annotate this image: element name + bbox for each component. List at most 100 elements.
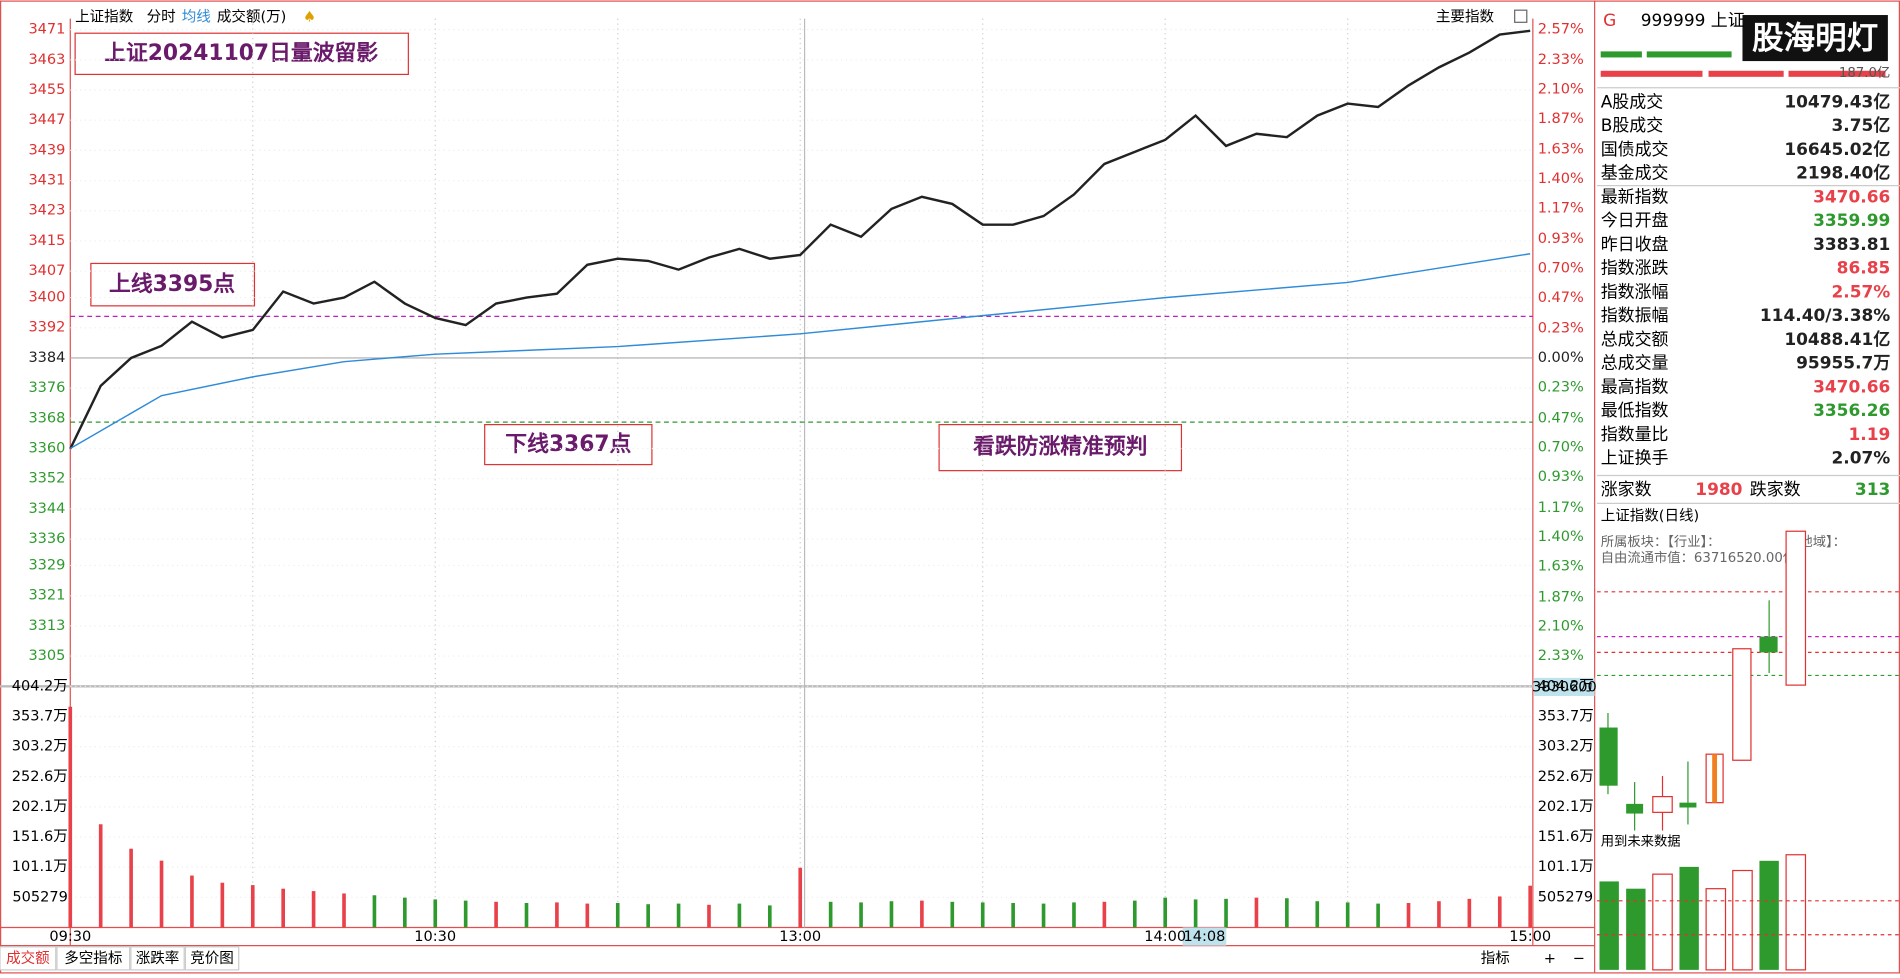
volume-bar (1376, 903, 1380, 928)
volume-bar (1011, 903, 1015, 928)
volume-bar (250, 885, 255, 928)
quote-label: 指数涨跌 (1601, 258, 1669, 278)
vol-tick-label-right: 151.6万 (1538, 829, 1594, 845)
quote-label: 最高指数 (1601, 376, 1669, 396)
daily-cap: 自由流通市值：63716520.00亿 (1601, 549, 1796, 566)
candle (1732, 648, 1752, 761)
daily-note: 用到未来数据 (1601, 833, 1681, 849)
vol-tick-label: 101.1万 (12, 859, 68, 875)
volume-label: 成交额(万) (217, 7, 286, 25)
y-tick-label: 3352 (28, 471, 65, 487)
volume-bar (372, 895, 377, 928)
vol-tick-label-right: 303.2万 (1538, 739, 1594, 755)
quote-flag: G (1603, 10, 1616, 30)
toolbar-button[interactable]: + (1544, 951, 1556, 967)
y2-tick-label: 0.00% (1538, 350, 1584, 366)
volume-bar (1705, 888, 1727, 971)
cursor-time: 14:08 (1184, 929, 1226, 945)
y-tick-label: 3431 (28, 173, 65, 189)
candle (1652, 795, 1673, 813)
y-tick-label: 3376 (28, 380, 65, 396)
tab-label[interactable]: 涨跌率 (136, 950, 180, 967)
quote-label: 今日开盘 (1601, 210, 1669, 230)
annotation-box (90, 262, 256, 307)
cursor-time-box (1182, 927, 1227, 946)
tab[interactable] (130, 946, 185, 971)
quote-value: 1.19 (1848, 424, 1890, 444)
candle (1785, 530, 1807, 686)
watermark-box (1742, 15, 1888, 62)
volume-bar (159, 860, 164, 928)
volume-bar (129, 848, 133, 928)
y2-tick-label: 1.87% (1538, 111, 1584, 127)
y-tick-label: 3368 (28, 410, 65, 426)
mode: 分时 (147, 8, 176, 25)
volume-bar (737, 903, 742, 928)
legend-avg: 均线 (182, 8, 211, 25)
toolbar-button[interactable]: − (1573, 951, 1585, 967)
y-tick-label: 3336 (28, 531, 65, 547)
menu-icon[interactable] (1514, 9, 1528, 23)
volume-bar (1132, 900, 1137, 928)
cursor-volume-box (1534, 677, 1595, 697)
y-tick-label: 3471 (28, 22, 65, 38)
tab[interactable] (0, 946, 57, 971)
y-tick-label: 3384 (28, 350, 65, 366)
bell-icon[interactable]: ♠ (303, 9, 316, 25)
index-menu[interactable]: 主要指数 (1436, 8, 1495, 25)
quote-value: 2.07% (1831, 448, 1890, 468)
bar-strip (1600, 51, 1642, 58)
vol-tick-label: 404.2万 (12, 678, 68, 694)
up-label: 涨家数 (1601, 479, 1652, 499)
volume-bar (1679, 866, 1699, 970)
tab-label[interactable]: 成交额 (6, 949, 50, 967)
quote-label: A股成交 (1601, 91, 1664, 111)
quote-value: 3470.66 (1813, 186, 1890, 206)
volume-bar (1759, 860, 1779, 970)
y2-tick-label: 0.23% (1538, 321, 1584, 337)
volume-bar (1102, 901, 1107, 928)
volume-bar (463, 900, 468, 928)
quote-label: 国债成交 (1601, 139, 1669, 159)
toolbar-button[interactable]: 指标 (1481, 950, 1510, 967)
legend-index: 上证指数 (75, 8, 134, 25)
tab[interactable] (184, 946, 240, 971)
y2-tick-label: 1.17% (1538, 500, 1584, 516)
annotation: 上线3395点 (109, 271, 235, 297)
y-tick-label: 3360 (28, 441, 65, 457)
tab[interactable] (56, 946, 131, 971)
x-tick-label: 10:30 (414, 929, 456, 945)
vol-tick-label-right: 101.1万 (1538, 859, 1594, 875)
vol-tick-label-right: 252.6万 (1538, 769, 1594, 785)
quote-label: 总成交量 (1601, 353, 1669, 373)
x-tick-label: 15:00 (1509, 929, 1551, 945)
volume-bar (920, 900, 924, 928)
volume-bar (220, 882, 225, 928)
volume-bar (494, 901, 498, 928)
bar-strip (1788, 70, 1886, 77)
quote-label: 最低指数 (1601, 400, 1669, 420)
y2-tick-label: 1.40% (1538, 529, 1584, 545)
vol-tick-label: 151.6万 (12, 829, 68, 845)
series-line (69, 29, 1531, 450)
y2-tick-label: 2.10% (1538, 619, 1584, 635)
annotation: 下线3367点 (505, 431, 631, 457)
daily-volume (1597, 854, 1900, 971)
volume-bar (980, 902, 985, 928)
vol-tick-label-right: 202.1万 (1538, 799, 1594, 815)
volume-bar (1785, 854, 1807, 971)
tab-label[interactable]: 多空指标 (64, 950, 122, 967)
vol-tick-label: 252.6万 (12, 769, 68, 785)
volume-bar (1406, 903, 1411, 928)
tab-label[interactable]: 竞价图 (190, 949, 234, 967)
daily-candles (1597, 530, 1900, 831)
volume-bar (1528, 885, 1532, 928)
down-label: 跌家数 (1750, 479, 1801, 499)
annotation: 看跌防涨精准预判 (973, 434, 1147, 460)
y2-tick-label: 0.70% (1538, 440, 1584, 456)
volume-bar (1193, 899, 1198, 928)
volume-bar (1652, 873, 1673, 971)
